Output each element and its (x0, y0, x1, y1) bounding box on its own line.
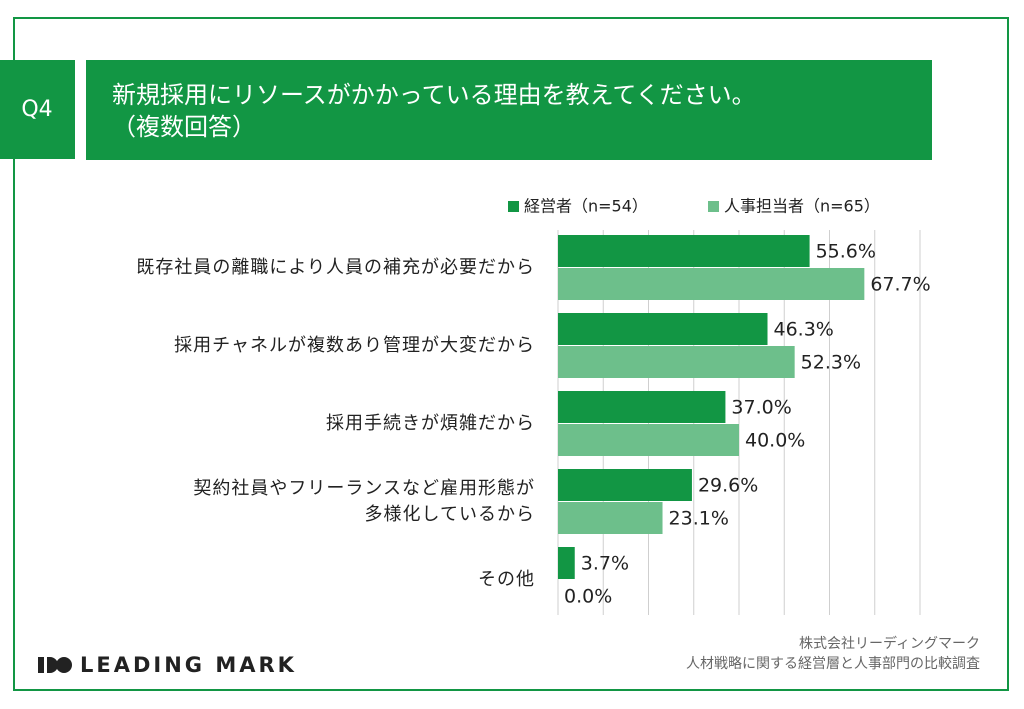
chart-title: 新規採用にリソースがかかっている理由を教えてください。 (112, 81, 756, 109)
chart-subtitle: （複数回答） (112, 113, 256, 141)
category-label: 採用チャネルが複数あり管理が大変だから (174, 335, 535, 356)
bar (558, 502, 663, 534)
category-label: 既存社員の離職により人員の補充が必要だから (136, 257, 535, 278)
bar (558, 313, 768, 345)
category-label: 採用手続きが煩雑だから (326, 413, 535, 434)
legend-swatch (708, 201, 719, 212)
bar (558, 235, 810, 267)
footer-company: 株式会社リーディングマーク (799, 635, 980, 652)
legend-label: 経営者（n=54） (524, 197, 648, 216)
question-box (0, 60, 75, 159)
value-label: 0.0% (564, 586, 612, 608)
value-label: 40.0% (745, 430, 805, 452)
bar (558, 547, 575, 579)
value-label: 37.0% (731, 397, 791, 419)
value-label: 29.6% (698, 475, 758, 497)
value-label: 46.3% (774, 319, 834, 341)
footer-source: 人材戦略に関する経営層と人事部門の比較調査 (686, 656, 980, 672)
frame (13, 17, 1009, 691)
title-box (86, 60, 932, 160)
value-label: 55.6% (816, 241, 876, 263)
legend-label: 人事担当者（n=65） (724, 197, 880, 216)
category-label: その他 (478, 569, 535, 590)
value-label: 52.3% (801, 352, 861, 374)
bar (558, 469, 692, 501)
value-label: 23.1% (669, 508, 729, 530)
question-label: Q4 (21, 97, 52, 122)
category-label: 契約社員やフリーランスなど雇用形態が 多様化しているから (193, 478, 535, 525)
value-label: 3.7% (581, 553, 629, 575)
logo-icon (38, 657, 72, 673)
bar (558, 268, 865, 300)
bar (558, 346, 795, 378)
legend-swatch (508, 201, 519, 212)
value-label: 67.7% (870, 274, 930, 296)
logo-text: LEADING MARK (80, 653, 297, 677)
bar (558, 391, 726, 423)
bar (558, 424, 739, 456)
